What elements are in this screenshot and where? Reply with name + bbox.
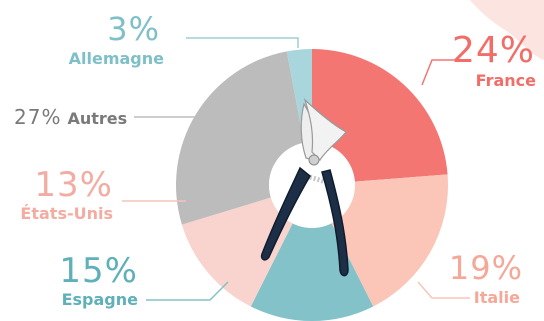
- slice-autres: [175, 51, 305, 225]
- value-label-allemagne: 3%: [107, 10, 160, 48]
- value-label-espagne: 15%: [59, 251, 138, 291]
- category-label-autres: Autres: [67, 109, 127, 128]
- value-label-autres: 27%: [14, 105, 61, 129]
- labels-group: 24%France 19%Italie 15%Espagne 13%États-Uni…: [14, 10, 536, 309]
- leader-italie: [417, 281, 470, 299]
- category-label-allemagne: Allemagne: [69, 49, 165, 68]
- leader-allemagne: [186, 37, 299, 48]
- brush-decoration: [470, 0, 544, 60]
- category-label-espagne: Espagne: [62, 290, 139, 309]
- leader-espagne: [146, 281, 229, 301]
- slice--tats-unis: [181, 197, 293, 307]
- pruning-shears-icon: [260, 98, 349, 277]
- value-label--tats-unis: 13%: [34, 165, 113, 205]
- leader-france: [421, 59, 470, 86]
- category-label--tats-unis: États-Unis: [20, 204, 113, 223]
- slices-group: [175, 49, 449, 321]
- category-label-italie: Italie: [474, 288, 520, 307]
- value-label-italie: 19%: [449, 249, 523, 287]
- leader-lines: [122, 37, 470, 301]
- value-label-france: 24%: [452, 30, 535, 71]
- slice-italie: [331, 174, 449, 307]
- label-autres: 27% Autres: [14, 105, 127, 129]
- slice-france: [312, 49, 448, 182]
- category-label-france: France: [476, 71, 536, 90]
